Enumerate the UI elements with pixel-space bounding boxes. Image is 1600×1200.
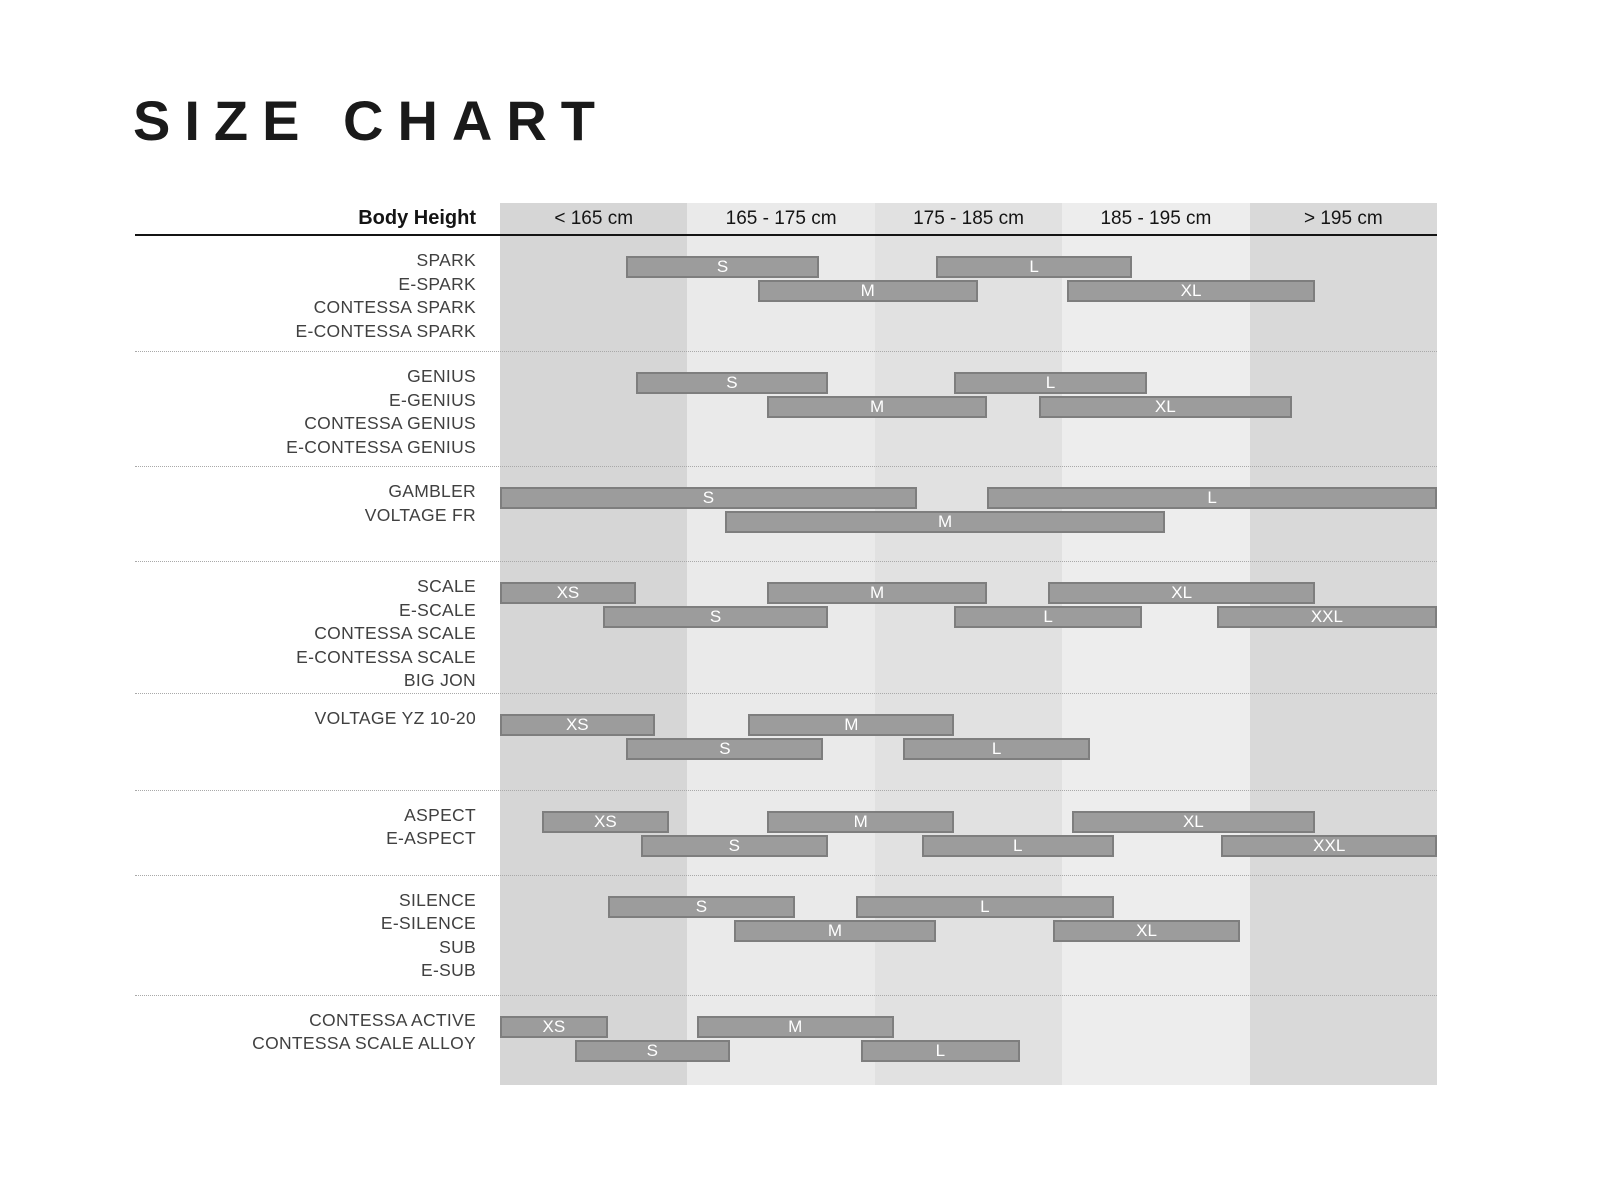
size-bars: S M L XL bbox=[500, 352, 1437, 466]
size-bars: S M L XL bbox=[500, 236, 1437, 351]
model-label: E-SILENCE bbox=[380, 913, 476, 933]
model-label: VOLTAGE FR bbox=[364, 504, 476, 525]
size-bar-l: L bbox=[954, 606, 1142, 628]
model-labels: GENIUS E-GENIUS CONTESSA GENIUS E-CONTESSA … bbox=[135, 352, 500, 466]
size-bar-m: M bbox=[767, 582, 988, 604]
model-label: SILENCE bbox=[399, 889, 476, 910]
column-bg-5 bbox=[1249, 203, 1438, 1085]
size-bar-xl: XL bbox=[1052, 919, 1241, 942]
size-bar-m: M bbox=[757, 280, 978, 302]
size-bar-s: S bbox=[574, 1039, 730, 1062]
model-labels: SPARK E-SPARK CONTESSA SPARK E-CONTESSA SPA… bbox=[135, 236, 500, 351]
model-label: E-SUB bbox=[421, 960, 476, 980]
size-bar-xxl: XXL bbox=[1216, 606, 1437, 628]
size-bar-m: M bbox=[767, 396, 988, 418]
size-bar-s: S bbox=[607, 895, 796, 918]
model-label: E-CONTESSA GENIUS bbox=[286, 436, 476, 457]
column-header-5: > 195 cm bbox=[1303, 207, 1383, 229]
size-bar-xl: XL bbox=[1071, 810, 1316, 833]
model-group: ASPECT E-ASPECT XS S M L XL XXL bbox=[135, 791, 1437, 876]
size-bar-s: S bbox=[626, 737, 824, 760]
page-title: SIZE CHART bbox=[133, 89, 609, 152]
model-groups: SPARK E-SPARK CONTESSA SPARK E-CONTESSA SPA… bbox=[135, 236, 1437, 1085]
column-header-1: < 165 cm bbox=[554, 207, 634, 229]
size-bar-m: M bbox=[696, 1015, 894, 1038]
size-bar-m: M bbox=[748, 713, 955, 736]
model-label: SUB bbox=[439, 936, 476, 957]
model-label: SPARK bbox=[416, 250, 476, 270]
size-bar-l: L bbox=[987, 487, 1437, 509]
size-bar-s: S bbox=[500, 487, 917, 509]
size-bar-l: L bbox=[856, 895, 1114, 918]
model-label: SCALE bbox=[417, 576, 476, 596]
size-bars: XS S M L bbox=[500, 996, 1437, 1085]
model-label: E-SPARK bbox=[398, 273, 476, 294]
model-labels: ASPECT E-ASPECT bbox=[135, 791, 500, 875]
size-bar-xl: XL bbox=[1048, 582, 1316, 604]
model-label: CONTESSA GENIUS bbox=[304, 413, 476, 433]
model-group: GAMBLER VOLTAGE FR S M L bbox=[135, 467, 1437, 562]
model-label: CONTESSA ACTIVE bbox=[309, 1009, 476, 1030]
size-bar-l: L bbox=[954, 372, 1147, 394]
model-group: SILENCE E-SILENCE SUB E-SUB S M L XL bbox=[135, 876, 1437, 996]
size-bar-m: M bbox=[734, 919, 936, 942]
column-header-2: 165 - 175 cm bbox=[725, 207, 837, 229]
size-bar-xxl: XXL bbox=[1221, 834, 1437, 857]
column-header-4: 185 - 195 cm bbox=[1100, 207, 1212, 229]
column-backgrounds bbox=[500, 203, 1438, 1085]
size-bars: XS S M L XL XXL bbox=[500, 791, 1437, 875]
model-label: E-GENIUS bbox=[389, 389, 476, 410]
size-bar-l: L bbox=[860, 1039, 1021, 1062]
size-bar-xs: XS bbox=[500, 582, 636, 604]
size-bar-s: S bbox=[626, 256, 819, 278]
size-bars: S M L XL bbox=[500, 876, 1437, 995]
size-bars: XS S M L XL XXL bbox=[500, 562, 1437, 693]
model-label: E-CONTESSA SCALE bbox=[296, 646, 476, 667]
size-bar-s: S bbox=[640, 834, 828, 857]
model-label: CONTESSA SCALE bbox=[314, 623, 476, 643]
size-bar-xs: XS bbox=[500, 713, 655, 736]
model-group: VOLTAGE YZ 10-20 XS S M L bbox=[135, 694, 1437, 791]
size-bar-xs: XS bbox=[542, 810, 669, 833]
size-bar-l: L bbox=[935, 256, 1133, 278]
size-bar-s: S bbox=[603, 606, 828, 628]
model-labels: SILENCE E-SILENCE SUB E-SUB bbox=[135, 876, 500, 995]
model-labels: SCALE E-SCALE CONTESSA SCALE E-CONTESSA SCA… bbox=[135, 562, 500, 693]
size-bar-xs: XS bbox=[500, 1015, 608, 1038]
model-label: E-SCALE bbox=[399, 599, 476, 620]
model-label: CONTESSA SPARK bbox=[313, 297, 476, 317]
model-labels: VOLTAGE YZ 10-20 bbox=[135, 694, 500, 790]
model-group: GENIUS E-GENIUS CONTESSA GENIUS E-CONTESSA … bbox=[135, 352, 1437, 467]
size-bar-l: L bbox=[902, 737, 1091, 760]
model-label: GENIUS bbox=[407, 366, 476, 386]
size-chart-table: Body Height < 165 cm 165 - 175 cm 175 - 18… bbox=[135, 203, 1438, 1085]
model-label: VOLTAGE YZ 10-20 bbox=[314, 707, 476, 728]
size-bar-m: M bbox=[724, 511, 1166, 533]
size-bar-l: L bbox=[921, 834, 1114, 857]
model-group: CONTESSA ACTIVE CONTESSA SCALE ALLOY XS S M L bbox=[135, 996, 1437, 1085]
size-bar-xl: XL bbox=[1066, 280, 1316, 302]
size-bar-xl: XL bbox=[1038, 396, 1292, 418]
model-label: CONTESSA SCALE ALLOY bbox=[252, 1033, 476, 1053]
column-header-3: 175 - 185 cm bbox=[913, 207, 1024, 229]
model-label: GAMBLER bbox=[388, 481, 476, 501]
header-row: Body Height < 165 cm 165 - 175 cm 175 - 18… bbox=[135, 203, 1437, 236]
body-height-label: Body Height bbox=[358, 207, 476, 229]
size-bar-s: S bbox=[635, 372, 828, 394]
column-bg-1 bbox=[500, 203, 688, 1085]
model-labels: GAMBLER VOLTAGE FR bbox=[135, 467, 500, 561]
model-label: E-CONTESSA SPARK bbox=[295, 320, 476, 341]
model-group: SCALE E-SCALE CONTESSA SCALE E-CONTESSA SCA… bbox=[135, 562, 1437, 694]
model-label: BIG JON bbox=[403, 670, 476, 690]
model-label: ASPECT bbox=[404, 804, 476, 825]
model-labels: CONTESSA ACTIVE CONTESSA SCALE ALLOY bbox=[135, 996, 500, 1085]
size-bars: XS S M L bbox=[500, 694, 1437, 790]
size-bar-m: M bbox=[767, 810, 955, 833]
model-group: SPARK E-SPARK CONTESSA SPARK E-CONTESSA SPA… bbox=[135, 236, 1437, 352]
model-label: E-ASPECT bbox=[386, 828, 476, 848]
